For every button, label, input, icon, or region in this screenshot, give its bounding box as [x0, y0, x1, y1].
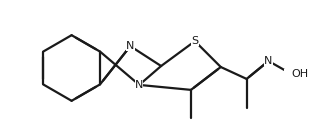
FancyBboxPatch shape: [135, 80, 144, 90]
FancyBboxPatch shape: [126, 41, 134, 51]
Text: S: S: [191, 36, 198, 46]
Text: N: N: [126, 41, 134, 51]
FancyBboxPatch shape: [191, 36, 199, 46]
Text: OH: OH: [291, 69, 309, 79]
FancyBboxPatch shape: [264, 56, 273, 66]
FancyBboxPatch shape: [285, 69, 298, 79]
Text: N: N: [135, 80, 144, 90]
Text: N: N: [264, 56, 273, 66]
